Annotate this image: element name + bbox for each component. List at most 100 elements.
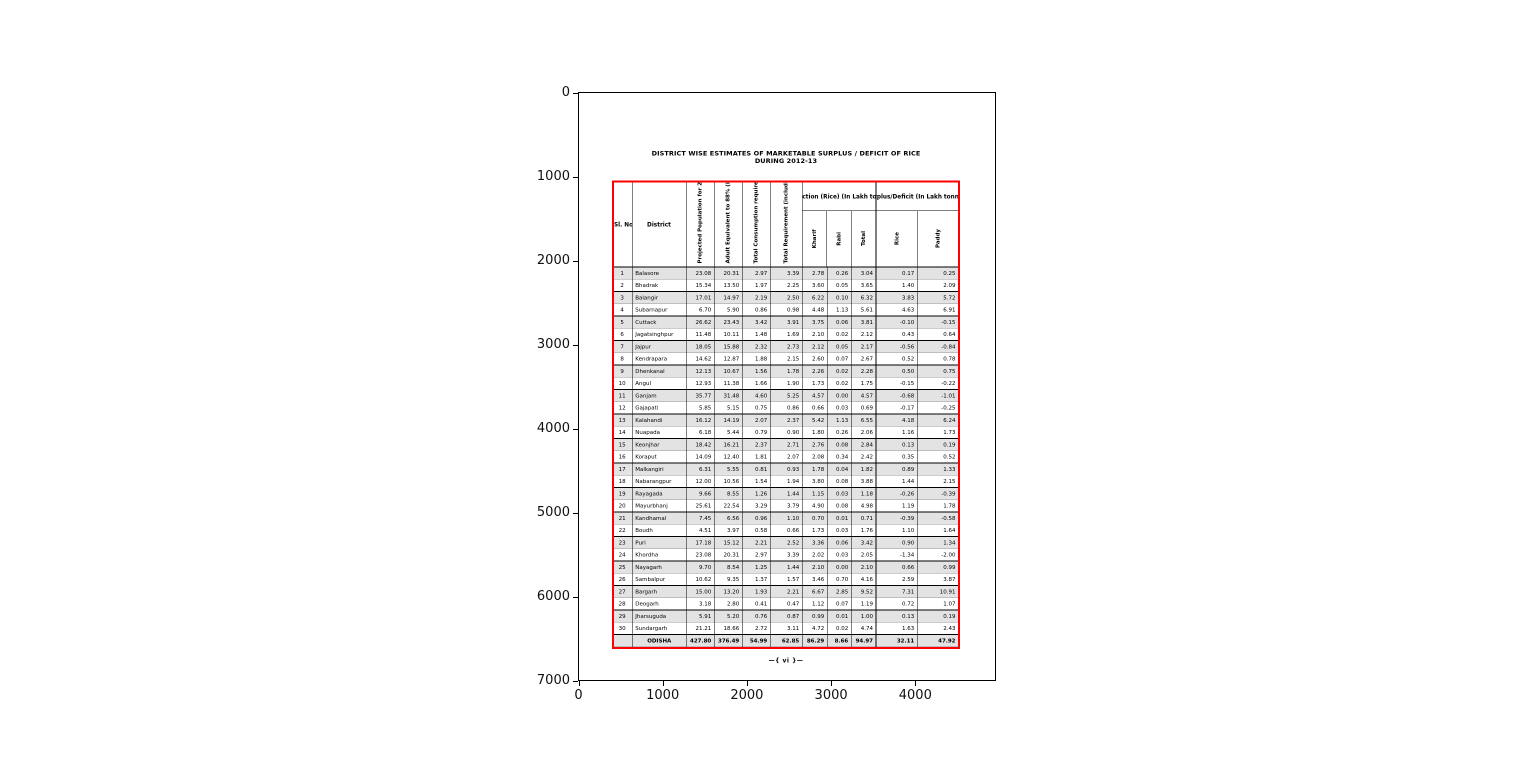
- y-tick-mark: [573, 92, 578, 94]
- district-cell: ODISHA: [631, 634, 686, 647]
- table-cell: 1.64: [916, 524, 959, 537]
- table-cell: -0.22: [916, 377, 959, 390]
- district-cell: Ganjam: [631, 389, 686, 402]
- table-row: 20 Mayurbhanj 25.61 22.54 3.29 3.79 4.90 0.08 4.…: [614, 499, 959, 512]
- district-cell: Nabarangpur: [631, 475, 686, 488]
- table-cell: 3.29: [741, 499, 770, 512]
- x-tick-mark: [662, 681, 664, 686]
- table-cell: 3.80: [801, 475, 827, 488]
- district-cell: Sambalpur: [631, 573, 686, 586]
- table-row: 28 Deogarh 3.18 2.80 0.41 0.47 1.12 0.07 1.19 0.7…: [614, 597, 959, 610]
- table-cell: 2.80: [713, 597, 742, 610]
- table-cell: 5.15: [713, 401, 742, 414]
- table-cell: 2.78: [801, 267, 827, 280]
- table-cell: 11.48: [685, 328, 714, 341]
- table-cell: 18.05: [685, 340, 714, 353]
- table-row: 23 Puri 17.18 15.12 2.21 2.52 3.36 0.06 3.42 0.90…: [614, 536, 959, 549]
- table-cell: 2.02: [801, 548, 827, 561]
- table-cell: 11.38: [713, 377, 742, 390]
- table-cell: 3.18: [685, 597, 714, 610]
- table-cell: 12: [618, 404, 626, 412]
- table-cell: 0.69: [850, 401, 877, 414]
- table-cell: 0.70: [826, 573, 851, 586]
- table-cell: 6.32: [850, 291, 877, 304]
- table-cell: 0.96: [741, 512, 770, 525]
- table-cell: 0.00: [826, 561, 851, 574]
- table-cell: 26.62: [685, 316, 714, 329]
- table-cell: 6: [620, 331, 624, 338]
- district-cell: Koraput: [631, 450, 686, 463]
- y-tick-label: 4000: [536, 420, 570, 436]
- table-cell: 4.74: [850, 622, 877, 635]
- header-production-label: Production (Rice) (In Lakh tonnes): [802, 183, 876, 211]
- table-cell: 0.90: [875, 536, 918, 549]
- table-cell: 2.37: [741, 438, 770, 451]
- header-district: District: [631, 182, 686, 268]
- table-row: 17 Malkangiri 6.31 5.55 0.81 0.93 1.78 0.04 1.82…: [614, 463, 959, 476]
- table-cell: 12.00: [685, 475, 714, 488]
- table-cell: 4.51: [685, 524, 714, 537]
- table-cell: -0.39: [875, 512, 918, 525]
- table-cell: 1.10: [875, 524, 918, 537]
- x-tick-label: 0: [574, 688, 583, 703]
- table-cell: 27: [618, 588, 626, 596]
- table-cell: 2.19: [741, 291, 770, 304]
- table-cell: 1.97: [741, 279, 770, 292]
- table-cell: 1.07: [916, 597, 959, 610]
- table-cell: 12.40: [713, 450, 742, 463]
- x-tick-label: 4000: [898, 688, 932, 703]
- table-cell: 15: [618, 441, 626, 449]
- y-tick-mark: [573, 260, 578, 262]
- table-cell: 14.97: [713, 291, 742, 304]
- table-cell: 0.07: [826, 597, 851, 610]
- table-cell: 0.03: [826, 524, 851, 537]
- table-cell: 2.37: [769, 414, 802, 427]
- table-cell: 2.15: [916, 475, 959, 488]
- table-cell: 3.91: [769, 316, 802, 329]
- table-cell: 2.10: [801, 328, 827, 341]
- table-cell: 0.17: [875, 267, 918, 280]
- table-cell: 8: [620, 355, 624, 363]
- table-cell: 0.58: [741, 524, 770, 537]
- table-cell: 1.34: [916, 536, 959, 549]
- table-cell: 2.43: [916, 622, 959, 635]
- table-cell: 3.83: [875, 291, 918, 304]
- district-cell: Cuttack: [631, 316, 686, 329]
- table-cell: 1.15: [801, 487, 827, 500]
- table-cell: 0.08: [826, 499, 851, 512]
- table-cell: 23.43: [713, 316, 742, 329]
- table-row: 30 Sundargarh 21.21 18.66 2.72 3.11 4.72 0.02 4.…: [614, 622, 959, 635]
- table-row: 14 Nuapada 6.18 5.44 0.79 0.90 1.80 0.26 2.06 1.1…: [614, 426, 959, 439]
- table-cell: 0.99: [916, 561, 959, 574]
- table-cell: -0.39: [916, 487, 959, 500]
- table-cell: 0.52: [916, 450, 959, 463]
- table-cell: 0.75: [916, 365, 959, 378]
- table-row: 5 Cuttack 26.62 23.43 3.42 3.91 3.75 0.06 3.81 -0…: [614, 316, 959, 329]
- table-cell: 5.42: [801, 414, 827, 427]
- table-cell: 2.07: [769, 450, 802, 463]
- table-cell: 2.97: [741, 267, 770, 280]
- table-cell: 2.73: [769, 340, 802, 353]
- table-cell: 25.61: [685, 499, 714, 512]
- table-cell: 0.04: [826, 463, 851, 476]
- table-cell: 3.79: [769, 499, 802, 512]
- document-title: DISTRICT WISE ESTIMATES OF MARKETABLE SU…: [612, 150, 960, 165]
- y-tick-label: 3000: [536, 336, 570, 352]
- table-cell: 1.00: [850, 610, 877, 623]
- district-cell: Deogarh: [631, 597, 686, 610]
- district-cell: Malkangiri: [631, 463, 686, 476]
- table-cell: 13.20: [713, 585, 742, 598]
- table-cell: 14.62: [685, 352, 714, 365]
- table-cell: 3.04: [850, 267, 877, 280]
- table-cell: 2.60: [801, 352, 827, 365]
- table-cell: 0.35: [875, 450, 918, 463]
- stats-table: Sl. No. District Projected Population fo…: [614, 182, 959, 648]
- district-cell: Mayurbhanj: [631, 499, 686, 512]
- table-cell: -0.26: [875, 487, 918, 500]
- header-requirement: Total Requirement (including seeds, feed…: [783, 183, 790, 264]
- table-cell: -2.00: [916, 548, 959, 561]
- table-cell: 6.67: [801, 585, 827, 598]
- table-cell: 2.32: [741, 340, 770, 353]
- table-cell: 13: [618, 417, 626, 424]
- table-cell: 2.05: [850, 548, 877, 561]
